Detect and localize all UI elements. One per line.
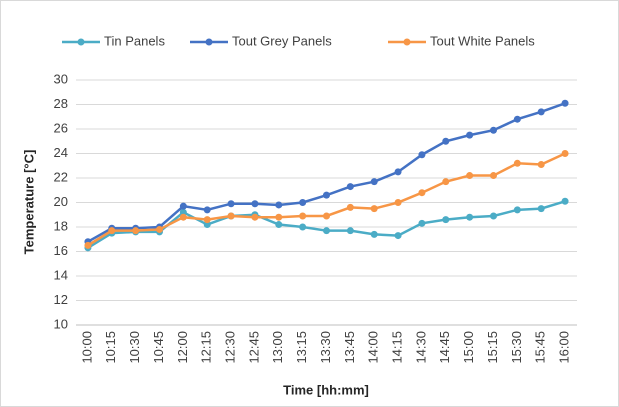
legend-marker — [205, 38, 213, 46]
x-tick-label: 15:30 — [509, 331, 524, 364]
data-point — [418, 189, 426, 197]
x-tick-label: 10:30 — [127, 331, 142, 364]
data-point — [466, 172, 474, 180]
x-tick-label: 12:15 — [199, 331, 214, 364]
x-tick-label: 13:30 — [318, 331, 333, 364]
data-point — [537, 161, 545, 169]
data-point — [513, 206, 521, 214]
x-tick-label: 14:45 — [437, 331, 452, 364]
data-point — [179, 213, 187, 221]
x-tick-label: 10:15 — [103, 331, 118, 364]
x-tick-label: 12:00 — [175, 331, 190, 364]
data-point — [394, 168, 402, 176]
x-tick-label: 14:00 — [366, 331, 381, 364]
data-point — [442, 178, 450, 186]
data-point — [346, 183, 354, 191]
data-point — [561, 197, 569, 205]
legend-label: Tin Panels — [104, 33, 165, 48]
legend-label: Tout White Panels — [430, 33, 535, 48]
data-point — [418, 219, 426, 227]
y-tick-label: 12 — [54, 292, 68, 307]
data-point — [442, 137, 450, 145]
data-point — [203, 216, 211, 224]
y-tick-label: 28 — [54, 96, 68, 111]
data-point — [513, 159, 521, 167]
data-point — [251, 213, 259, 221]
data-point — [394, 232, 402, 240]
y-tick-label: 22 — [54, 169, 68, 184]
x-tick-label: 12:30 — [223, 331, 238, 364]
x-tick-label: 15:15 — [485, 331, 500, 364]
y-tick-label: 26 — [54, 120, 68, 135]
data-point — [466, 213, 474, 221]
legend-marker — [403, 38, 411, 46]
x-tick-label: 14:30 — [413, 331, 428, 364]
data-point — [561, 150, 569, 157]
data-point — [275, 201, 283, 209]
data-point — [275, 221, 283, 229]
y-tick-label: 18 — [54, 218, 68, 233]
data-point — [370, 205, 378, 213]
x-tick-label: 16:00 — [557, 331, 572, 364]
data-point — [346, 227, 354, 235]
y-tick-label: 24 — [54, 145, 68, 160]
data-point — [490, 212, 497, 220]
data-point — [179, 208, 187, 216]
data-point — [490, 172, 497, 180]
y-tick-label: 10 — [54, 316, 68, 331]
y-tick-label: 14 — [54, 267, 68, 282]
y-tick-label: 20 — [54, 194, 68, 209]
x-tick-label: 10:00 — [79, 331, 94, 364]
data-point — [227, 200, 235, 208]
data-point — [179, 202, 187, 210]
data-point — [490, 126, 497, 134]
data-point — [394, 199, 402, 206]
data-point — [346, 203, 354, 211]
y-tick-label: 16 — [54, 243, 68, 258]
data-point — [537, 205, 545, 213]
data-point — [275, 213, 283, 221]
data-point — [323, 227, 330, 235]
data-point — [370, 178, 378, 186]
x-tick-label: 13:15 — [294, 331, 309, 364]
x-tick-label: 13:00 — [270, 331, 285, 364]
data-point — [466, 131, 474, 139]
data-point — [203, 221, 211, 229]
data-point — [132, 227, 140, 235]
x-tick-label: 12:45 — [246, 331, 261, 364]
data-point — [156, 225, 163, 233]
y-tick-label: 30 — [54, 71, 68, 86]
x-tick-label: 13:45 — [342, 331, 357, 364]
x-tick-label: 14:15 — [390, 331, 405, 364]
x-tick-label: 15:00 — [461, 331, 476, 364]
data-point — [299, 223, 307, 231]
data-point — [299, 212, 307, 220]
data-point — [251, 200, 259, 208]
data-point — [442, 216, 450, 224]
data-point — [108, 227, 116, 235]
legend-marker — [77, 38, 85, 46]
data-point — [203, 206, 211, 214]
legend-label: Tout Grey Panels — [232, 33, 332, 48]
data-point — [537, 108, 545, 116]
data-point — [299, 199, 307, 206]
data-point — [513, 115, 521, 123]
x-tick-label: 15:45 — [533, 331, 548, 364]
data-point — [418, 151, 426, 159]
x-tick-label: 10:45 — [151, 331, 166, 364]
x-axis-title: Time [hh:mm] — [283, 382, 369, 397]
data-point — [323, 212, 330, 220]
y-axis-title: Temperature [°C] — [21, 150, 36, 255]
data-point — [561, 99, 569, 107]
data-point — [323, 191, 330, 199]
data-point — [370, 230, 378, 238]
data-point — [84, 241, 92, 249]
data-point — [227, 212, 235, 220]
